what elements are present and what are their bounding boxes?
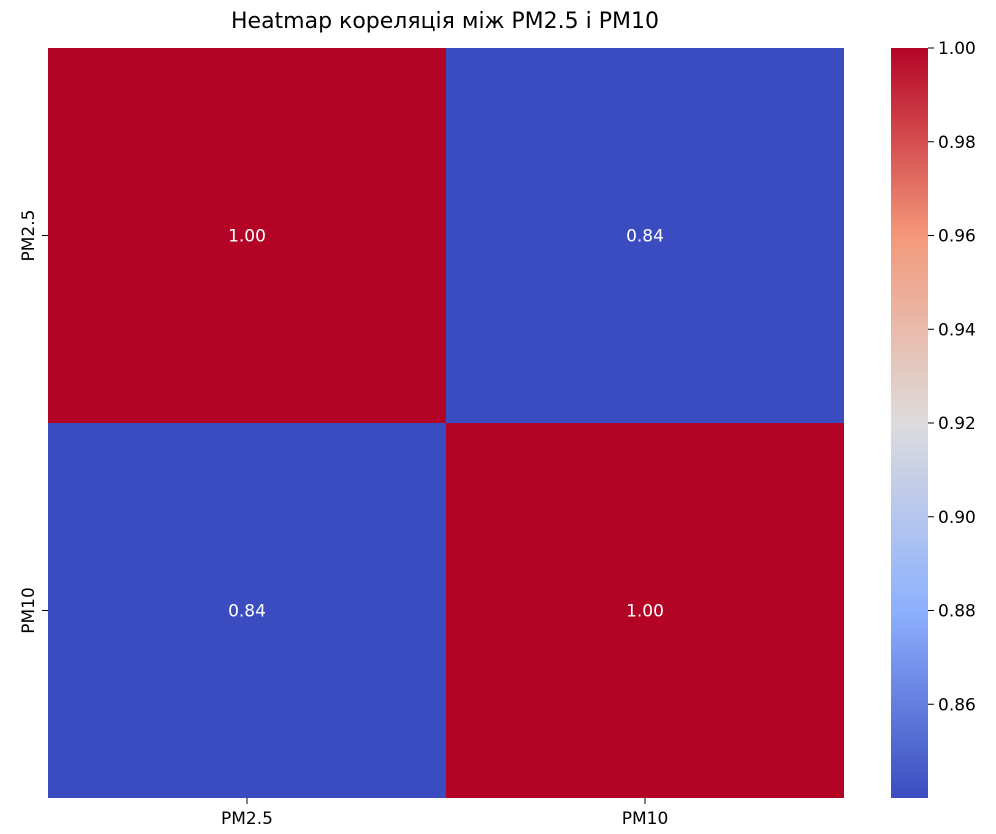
y-tick-label: PM2.5 bbox=[19, 210, 39, 262]
chart-title: Heatmap кореляція між PM2.5 і PM10 bbox=[231, 9, 659, 34]
cell-value-label: 1.00 bbox=[626, 602, 664, 622]
x-tick-label: PM10 bbox=[622, 809, 669, 829]
colorbar-tick-label: 0.98 bbox=[938, 133, 976, 153]
cell-value-label: 1.00 bbox=[228, 227, 266, 247]
y-axis: PM2.5 PM10 bbox=[19, 210, 48, 634]
colorbar-tick-label: 0.92 bbox=[938, 414, 976, 434]
x-tick-label: PM2.5 bbox=[221, 809, 273, 829]
y-tick-label: PM10 bbox=[19, 587, 39, 634]
colorbar-tick-label: 0.94 bbox=[938, 320, 976, 340]
cell-value-label: 0.84 bbox=[626, 227, 664, 247]
heatmap-cell bbox=[48, 423, 446, 798]
cell-value-label: 0.84 bbox=[228, 602, 266, 622]
colorbar-tick-label: 0.86 bbox=[938, 695, 976, 715]
heatmap-cell bbox=[48, 48, 446, 423]
colorbar-gradient bbox=[891, 48, 928, 798]
heatmap-cells: 1.00 0.84 0.84 1.00 bbox=[48, 48, 844, 798]
colorbar-tick-label: 0.88 bbox=[938, 602, 976, 622]
colorbar-tick-label: 1.00 bbox=[938, 39, 976, 59]
colorbar: 0.86 0.88 0.90 0.92 0.94 0.96 0.98 1.00 bbox=[891, 39, 976, 798]
colorbar-tick-label: 0.96 bbox=[938, 227, 976, 247]
x-axis: PM2.5 PM10 bbox=[221, 798, 668, 829]
heatmap-cell bbox=[446, 48, 844, 423]
heatmap-cell bbox=[446, 423, 844, 798]
colorbar-tick-label: 0.90 bbox=[938, 508, 976, 528]
